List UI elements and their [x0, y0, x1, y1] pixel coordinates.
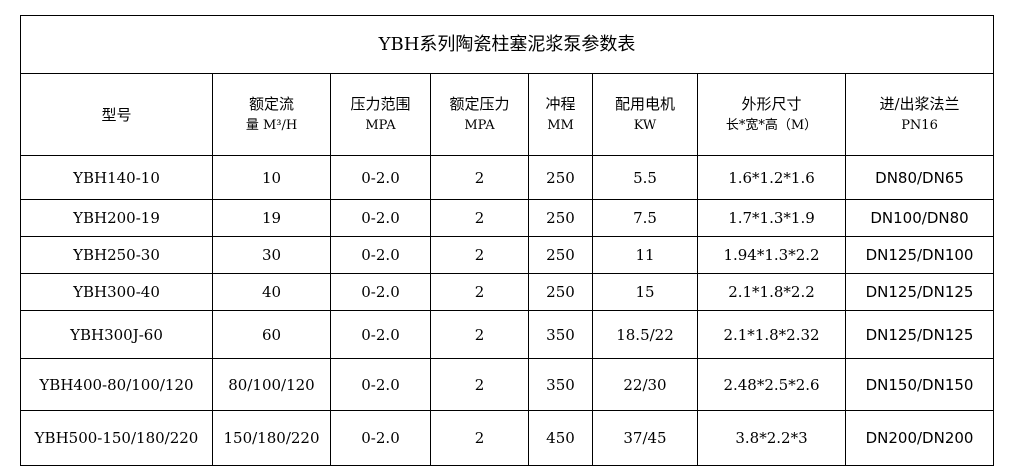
cell-pressure-range: 0-2.0: [330, 236, 431, 274]
cell-flange: DN125/DN125: [844, 310, 995, 359]
header-label: 额定压力: [449, 94, 510, 113]
cell-motor: 18.5/22: [592, 310, 698, 359]
cell-flange: DN80/DN65: [844, 155, 995, 200]
cell-rated-pressure: 2: [430, 236, 529, 274]
cell-model: YBH400-80/100/120: [20, 358, 213, 411]
cell-pressure-range: 0-2.0: [330, 155, 431, 200]
cell-stroke: 450: [528, 410, 593, 466]
cell-pressure-range: 0-2.0: [330, 199, 431, 237]
cell-motor: 37/45: [592, 410, 698, 466]
header-model: 型号: [20, 73, 213, 156]
header-label: 外形尺寸: [741, 94, 802, 113]
header-pressure-range: 压力范围 MPA: [330, 73, 431, 156]
cell-model: YBH200-19: [20, 199, 213, 237]
header-unit: PN16: [901, 117, 938, 133]
cell-motor: 11: [592, 236, 698, 274]
cell-flange: DN125/DN100: [844, 236, 995, 274]
parameter-table: YBH系列陶瓷柱塞泥浆泵参数表 型号 额定流量 M³/H 压力范围 MPA 额定压力 MP…: [19, 15, 995, 466]
cell-flow: 80/100/120: [212, 358, 331, 411]
cell-model: YBH300-40: [20, 273, 213, 311]
cell-dimensions: 1.7*1.3*1.9: [697, 199, 846, 237]
cell-flange: DN100/DN80: [844, 199, 995, 237]
cell-model: YBH500-150/180/220: [20, 410, 213, 466]
cell-rated-pressure: 2: [430, 310, 529, 359]
header-row: 型号 额定流量 M³/H 压力范围 MPA 额定压力 MPA 冲程 MM 配用电机 KW 外形尺寸长…: [20, 73, 995, 156]
cell-motor: 22/30: [592, 358, 698, 411]
table-row: YBH500-150/180/220 150/180/220 0-2.0 2 450 37…: [20, 410, 995, 466]
cell-stroke: 350: [528, 358, 593, 411]
header-unit: KW: [633, 117, 657, 133]
cell-rated-pressure: 2: [430, 358, 529, 411]
cell-flow: 30: [212, 236, 331, 274]
cell-dimensions: 2.1*1.8*2.32: [697, 310, 846, 359]
cell-model: YBH250-30: [20, 236, 213, 274]
header-unit: 量 M³/H: [245, 117, 298, 133]
header-label: 压力范围: [350, 94, 411, 113]
cell-motor: 5.5: [592, 155, 698, 200]
cell-pressure-range: 0-2.0: [330, 358, 431, 411]
cell-stroke: 250: [528, 155, 593, 200]
header-unit: 长*宽*高（M）: [725, 117, 818, 133]
table-row: YBH300-40 40 0-2.0 2 250 15 2.1*1.8*2.2 DN125/D…: [20, 273, 995, 311]
table-row: YBH300J-60 60 0-2.0 2 350 18.5/22 2.1*1.8*2.32…: [20, 310, 995, 359]
header-flange: 进/出浆法兰 PN16: [844, 73, 995, 156]
header-unit: MPA: [365, 117, 396, 133]
cell-dimensions: 1.6*1.2*1.6: [697, 155, 846, 200]
header-label: 配用电机: [614, 94, 675, 113]
header-motor: 配用电机 KW: [592, 73, 698, 156]
header-unit: MPA: [464, 117, 495, 133]
header-stroke: 冲程 MM: [528, 73, 593, 156]
table-row: YBH140-10 10 0-2.0 2 250 5.5 1.6*1.2*1.6 DN80/D…: [20, 155, 995, 200]
cell-stroke: 350: [528, 310, 593, 359]
cell-rated-pressure: 2: [430, 410, 529, 466]
cell-flow: 40: [212, 273, 331, 311]
cell-dimensions: 3.8*2.2*3: [697, 410, 846, 466]
table-row: YBH400-80/100/120 80/100/120 0-2.0 2 350 22/3…: [20, 358, 995, 411]
cell-rated-pressure: 2: [430, 199, 529, 237]
header-label: 进/出浆法兰: [879, 94, 960, 113]
table-row: YBH250-30 30 0-2.0 2 250 11 1.94*1.3*2.2 DN125/…: [20, 236, 995, 274]
cell-dimensions: 2.48*2.5*2.6: [697, 358, 846, 411]
cell-stroke: 250: [528, 236, 593, 274]
cell-flow: 150/180/220: [212, 410, 331, 466]
cell-motor: 15: [592, 273, 698, 311]
cell-motor: 7.5: [592, 199, 698, 237]
cell-model: YBH140-10: [20, 155, 213, 200]
cell-rated-pressure: 2: [430, 155, 529, 200]
cell-dimensions: 2.1*1.8*2.2: [697, 273, 846, 311]
cell-stroke: 250: [528, 273, 593, 311]
table-row: YBH200-19 19 0-2.0 2 250 7.5 1.7*1.3*1.9 DN100/…: [20, 199, 995, 237]
cell-pressure-range: 0-2.0: [330, 410, 431, 466]
cell-rated-pressure: 2: [430, 273, 529, 311]
header-label: 额定流: [248, 94, 294, 113]
cell-flange: DN200/DN200: [844, 410, 995, 466]
cell-pressure-range: 0-2.0: [330, 273, 431, 311]
cell-model: YBH300J-60: [20, 310, 213, 359]
header-label: 型号: [101, 105, 132, 124]
cell-pressure-range: 0-2.0: [330, 310, 431, 359]
cell-dimensions: 1.94*1.3*2.2: [697, 236, 846, 274]
cell-flow: 10: [212, 155, 331, 200]
header-unit: MM: [547, 117, 574, 133]
cell-flange: DN125/DN125: [844, 273, 995, 311]
header-flow: 额定流量 M³/H: [212, 73, 331, 156]
header-dimensions: 外形尺寸长*宽*高（M）: [697, 73, 846, 156]
cell-stroke: 250: [528, 199, 593, 237]
cell-flange: DN150/DN150: [844, 358, 995, 411]
cell-flow: 19: [212, 199, 331, 237]
header-rated-pressure: 额定压力 MPA: [430, 73, 529, 156]
header-label: 冲程: [545, 94, 576, 113]
cell-flow: 60: [212, 310, 331, 359]
table-title: YBH系列陶瓷柱塞泥浆泵参数表: [19, 15, 995, 74]
